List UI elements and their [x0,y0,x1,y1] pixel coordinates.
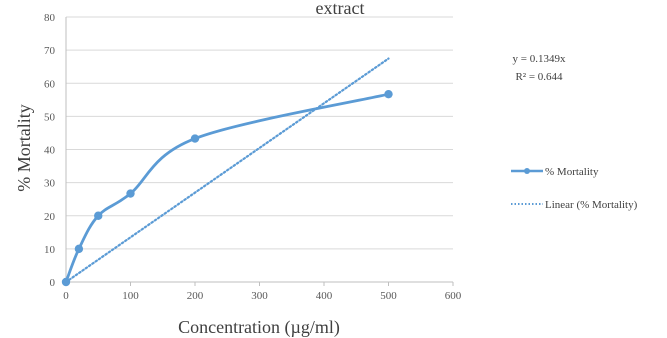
y-tick-label: 30 [44,178,56,190]
x-axis-title: Concentration (µg/ml) [178,317,340,338]
x-tick-label: 0 [63,290,69,302]
y-tick-label: 50 [44,111,56,123]
trendline-linear [64,57,390,284]
y-tick-label: 80 [44,12,56,24]
y-tick-label: 70 [44,45,56,57]
y-tick-label: 60 [44,78,56,90]
plot-area [61,57,393,287]
y-tick-label: 20 [44,211,56,223]
x-tick-label: 300 [251,290,268,302]
x-tick-label: 100 [122,290,139,302]
data-point [94,211,103,220]
data-point [190,134,200,143]
gridlines [66,16,453,250]
series-line-mortality [64,92,389,283]
legend-item-linear: Linear (% Mortality) [511,199,638,211]
y-tick-label: 10 [44,244,56,256]
data-point [126,189,135,198]
y-tick-label: 40 [44,145,56,157]
x-tick-label: 400 [316,290,333,302]
data-point [61,277,71,287]
r-squared-label: R² = 0.644 [515,71,563,83]
chart-title: extract [316,0,365,18]
data-point [384,89,393,99]
legend-label-mortality: % Mortality [545,166,599,178]
legend-swatch-marker [524,168,530,174]
x-tick-label: 600 [445,290,462,302]
trendline-equation: y = 0.1349x [513,53,566,65]
legend-label-linear: Linear (% Mortality) [545,199,638,211]
legend-item-mortality: % Mortality [511,166,599,178]
x-tick-label: 500 [380,290,397,302]
y-tick-label: 0 [50,277,56,289]
axes: 0 10 20 30 40 50 60 70 80 0 100 200 300 400 500 600 [44,12,462,302]
legend: % Mortality Linear (% Mortality) [511,166,638,211]
data-point [74,244,84,254]
x-tick-label: 200 [187,290,204,302]
y-axis-title: % Mortality [14,104,34,192]
